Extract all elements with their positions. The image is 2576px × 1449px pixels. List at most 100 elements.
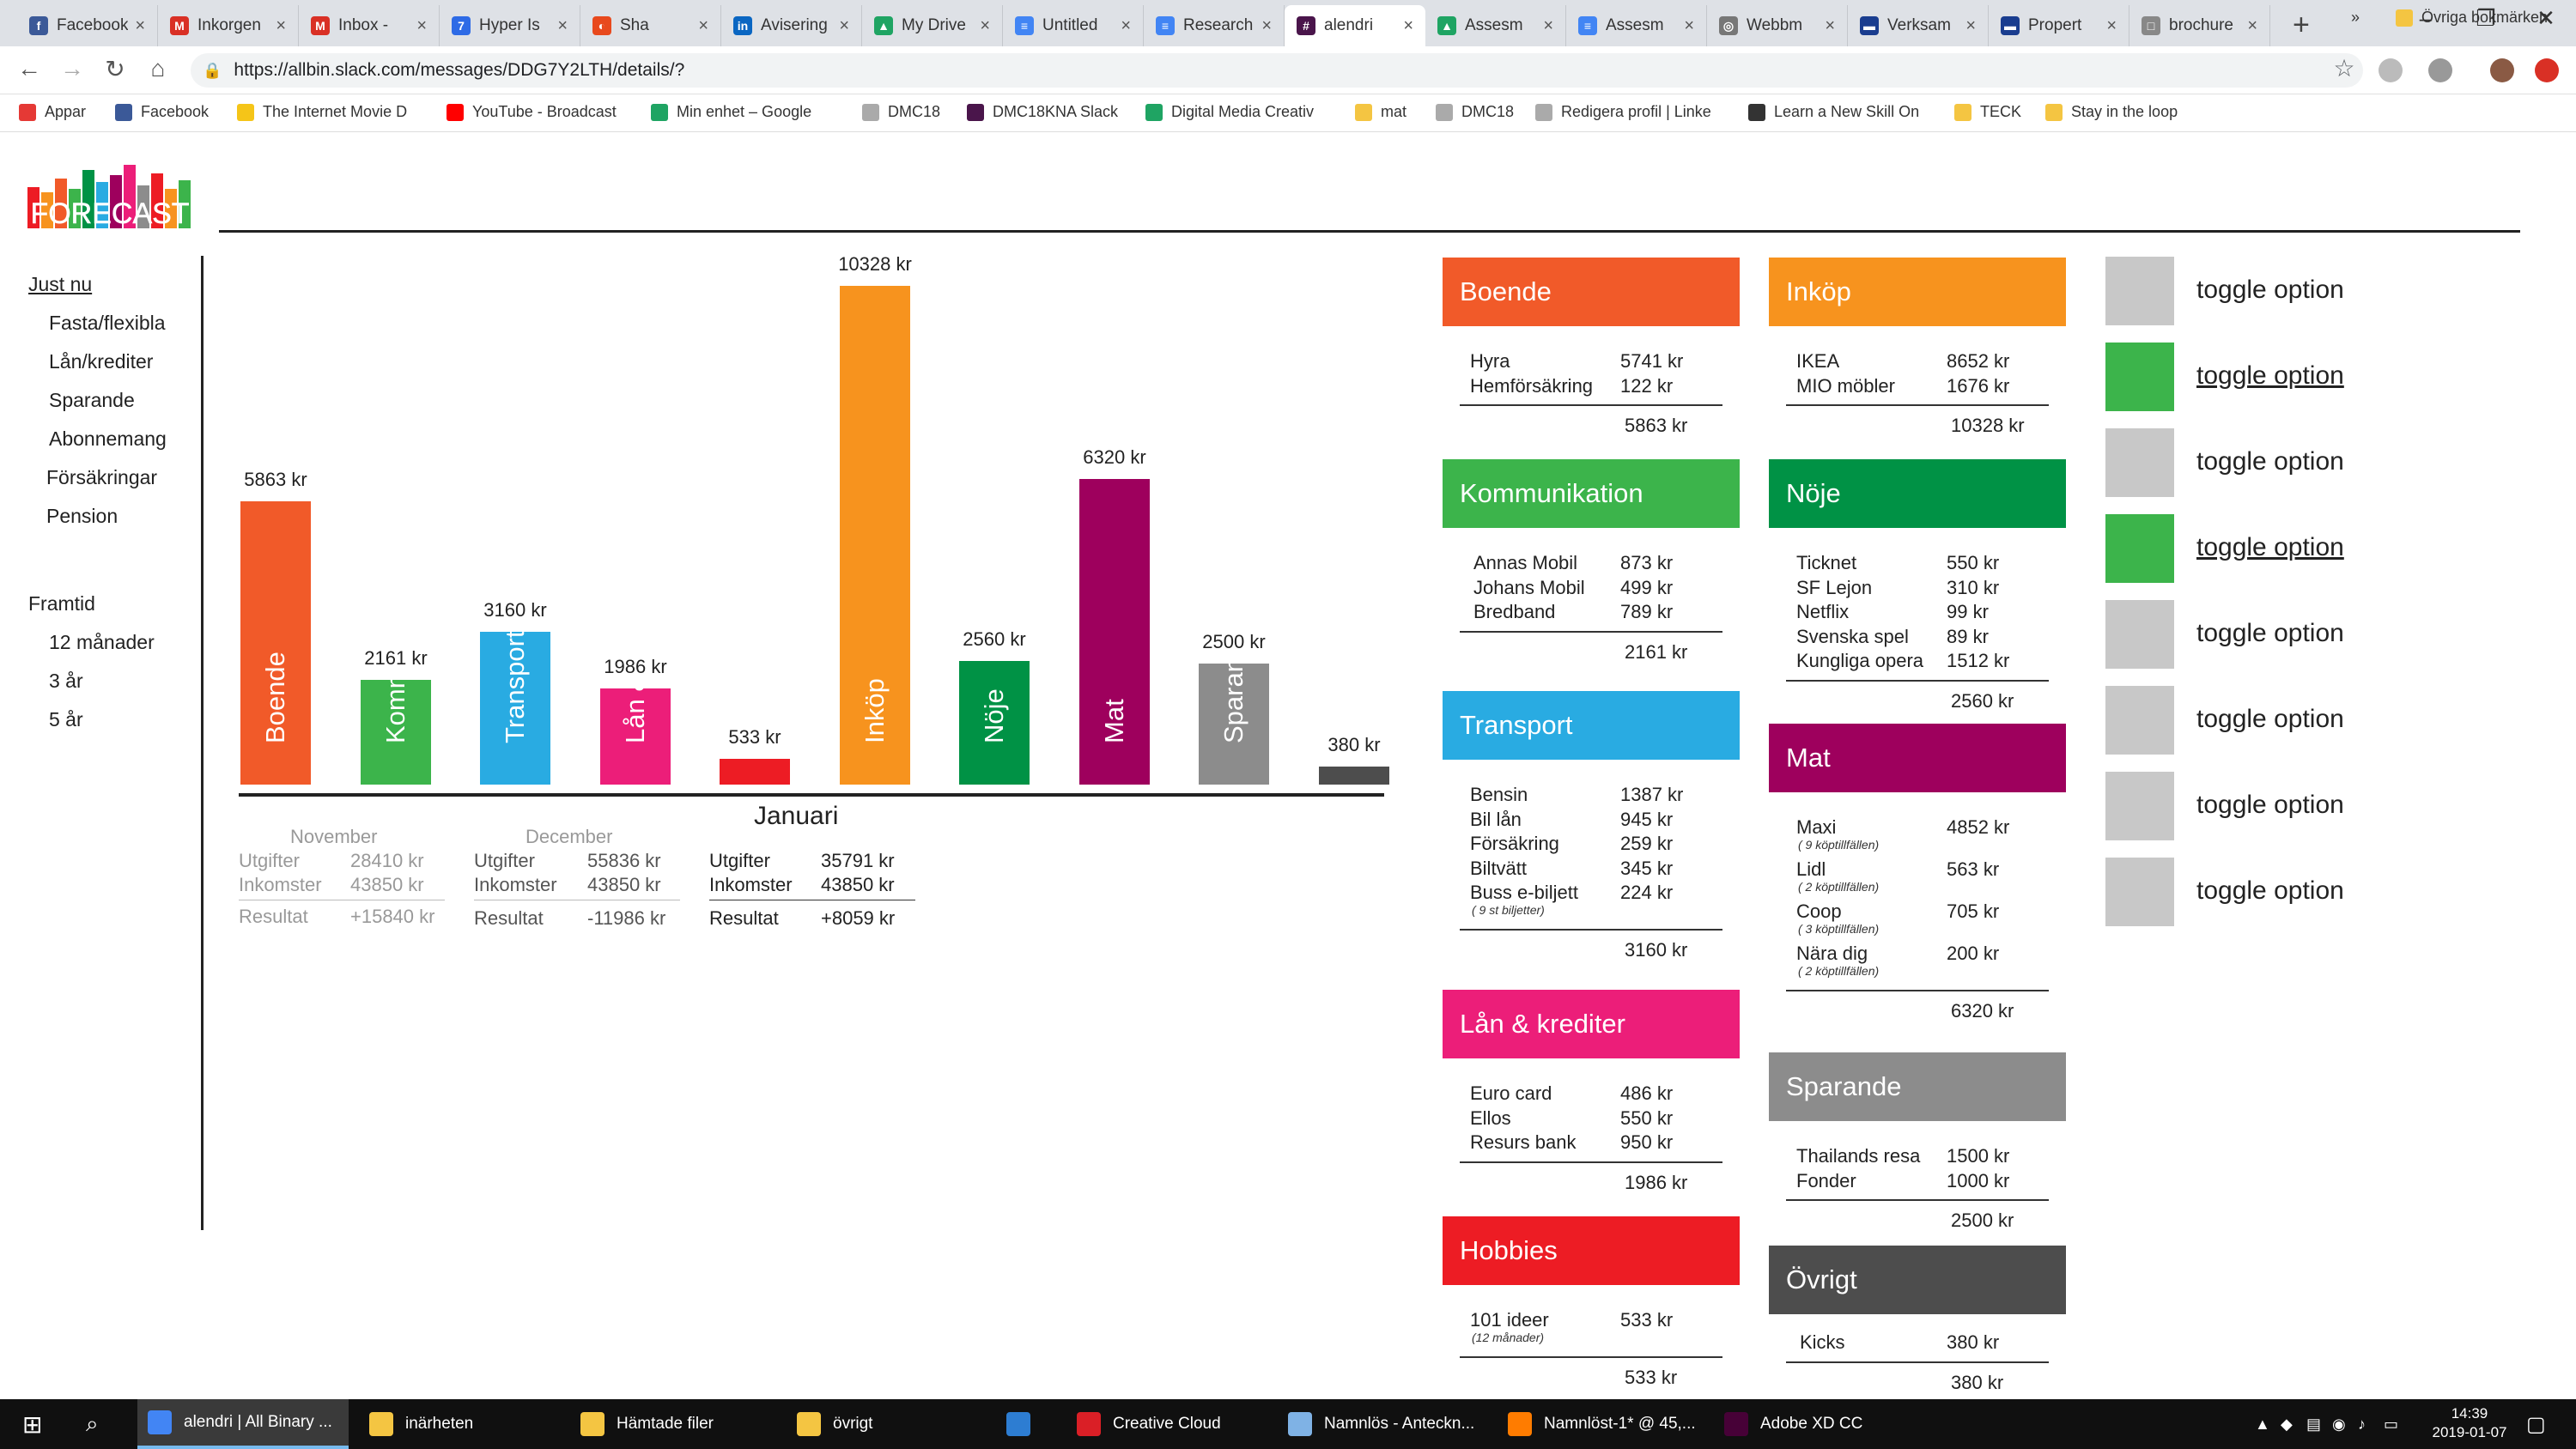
browser-tab[interactable]: M Inbox - × [299, 5, 440, 46]
browser-tab[interactable]: # alendri × [1285, 5, 1425, 46]
card-header-mat[interactable]: Mat [1769, 724, 2066, 792]
profile-avatar[interactable] [2490, 58, 2514, 82]
nav-just-nu[interactable]: Just nu [28, 273, 93, 295]
bookmark-item[interactable]: Redigera profil | Linke [1535, 103, 1711, 121]
toggle-switch[interactable] [2105, 686, 2174, 755]
browser-tab[interactable]: ▲ My Drive × [862, 5, 1003, 46]
address-bar[interactable]: 🔒 https://allbin.slack.com/messages/DDG7… [191, 53, 2363, 88]
tab-close-icon[interactable]: × [135, 15, 145, 35]
forward-icon[interactable]: → [60, 55, 84, 82]
nav-abonnemang[interactable]: Abonnemang [49, 427, 167, 450]
chart-bar-9[interactable]: Övrigt [1319, 672, 1389, 785]
nav-sparande[interactable]: Sparande [49, 389, 135, 411]
bookmark-item[interactable]: YouTube - Broadcast [447, 103, 617, 121]
chart-bar-3[interactable]: Lån & krediter [600, 578, 671, 785]
back-icon[interactable]: ← [17, 55, 41, 82]
bookmark-item[interactable]: Digital Media Creativ [1145, 103, 1314, 121]
tab-close-icon[interactable]: × [557, 15, 568, 35]
toggle-switch[interactable] [2105, 858, 2174, 926]
browser-tab[interactable]: ▲ Assesm × [1425, 5, 1566, 46]
browser-tab[interactable]: 7 Hyper Is × [440, 5, 580, 46]
new-tab-button[interactable]: + [2293, 9, 2310, 41]
toggle-label[interactable]: toggle option [2196, 876, 2344, 905]
taskbar-app[interactable]: alendri | All Binary ... [137, 1399, 349, 1449]
nav-framtid[interactable]: Framtid [28, 592, 95, 615]
tab-close-icon[interactable]: × [698, 15, 708, 35]
other-bookmarks[interactable]: Övriga bokmärken [2396, 9, 2548, 27]
card-header-lan[interactable]: Lån & krediter [1443, 990, 1740, 1058]
browser-tab[interactable]: ≡ Research × [1144, 5, 1285, 46]
bookmark-item[interactable]: Appar [19, 103, 86, 121]
taskbar-app[interactable]: inärheten [359, 1399, 562, 1449]
taskbar-app[interactable]: Namnlös - Anteckn... [1278, 1399, 1487, 1449]
card-header-transport[interactable]: Transport [1443, 691, 1740, 760]
nav-5-ar[interactable]: 5 år [49, 708, 83, 731]
tab-close-icon[interactable]: × [1261, 15, 1272, 35]
chart-bar-6[interactable]: Nöje [959, 661, 1030, 785]
toggle-switch[interactable] [2105, 257, 2174, 325]
taskbar-app[interactable]: övrigt [787, 1399, 986, 1449]
chart-bar-5[interactable]: Inköp [840, 286, 910, 785]
browser-tab[interactable]: ▬ Verksam × [1848, 5, 1989, 46]
tab-close-icon[interactable]: × [1965, 15, 1976, 35]
chart-bar-2[interactable]: Transport [480, 630, 550, 785]
system-tray-icon[interactable]: ▲ [2255, 1415, 2270, 1433]
bookmark-item[interactable]: DMC18 [1436, 103, 1514, 121]
browser-tab[interactable]: in Avisering × [721, 5, 862, 46]
nav-fasta-flexibla[interactable]: Fasta/flexibla [49, 312, 166, 334]
system-tray-icon[interactable]: ▭ [2384, 1415, 2399, 1433]
browser-tab[interactable]: ◎ Webbm × [1707, 5, 1848, 46]
card-header-kommunikation[interactable]: Kommunikation [1443, 459, 1740, 528]
bookmark-item[interactable]: Stay in the loop [2045, 103, 2178, 121]
close-window-icon[interactable]: ✕ [2537, 5, 2555, 31]
nav-3-ar[interactable]: 3 år [49, 670, 83, 692]
minimize-icon[interactable]: – [2419, 5, 2433, 31]
nav-12-manader[interactable]: 12 månader [49, 631, 155, 653]
windows-start-icon[interactable]: ⊞ [22, 1410, 43, 1438]
tab-close-icon[interactable]: × [416, 15, 427, 35]
notifications-icon[interactable]: ▢ [2526, 1412, 2546, 1436]
browser-tab[interactable]: □ brochure × [2129, 5, 2270, 46]
tab-close-icon[interactable]: × [839, 15, 849, 35]
toggle-label[interactable]: toggle option [2196, 705, 2344, 733]
taskbar-app[interactable]: Creative Cloud [1066, 1399, 1269, 1449]
toggle-switch[interactable] [2105, 772, 2174, 840]
taskbar-app[interactable]: Adobe XD CC [1714, 1399, 1917, 1449]
tab-close-icon[interactable]: × [980, 15, 990, 35]
extension-icon[interactable] [2379, 58, 2403, 82]
card-header-sparande[interactable]: Sparande [1769, 1052, 2066, 1121]
home-icon[interactable]: ⌂ [150, 55, 166, 82]
taskbar-app[interactable]: Hämtade filer [570, 1399, 776, 1449]
tab-close-icon[interactable]: × [1543, 15, 1553, 35]
nav-pension[interactable]: Pension [46, 505, 118, 527]
browser-tab[interactable]: ≡ Untitled × [1003, 5, 1144, 46]
system-tray-icon[interactable]: ◉ [2332, 1415, 2346, 1433]
chart-bar-7[interactable]: Mat [1079, 479, 1150, 785]
toggle-switch[interactable] [2105, 600, 2174, 669]
browser-tab[interactable]: ▬ Propert × [1989, 5, 2129, 46]
toggle-label[interactable]: toggle option [2196, 619, 2344, 647]
toggle-label[interactable]: toggle option [2196, 447, 2344, 476]
toggle-label[interactable]: toggle option [2196, 533, 2344, 561]
bookmark-item[interactable]: mat [1355, 103, 1406, 121]
system-tray-icon[interactable]: ◆ [2281, 1415, 2293, 1433]
taskbar-app[interactable] [996, 1399, 1058, 1449]
toggle-label[interactable]: toggle option [2196, 791, 2344, 819]
bookmark-star-icon[interactable]: ☆ [2333, 55, 2355, 82]
search-icon[interactable]: ⌕ [86, 1410, 99, 1436]
taskbar-app[interactable]: Namnlöst-1* @ 45,... [1498, 1399, 1704, 1449]
extension-icon[interactable] [2535, 58, 2559, 82]
system-clock[interactable]: 14:39 2019-01-07 [2418, 1404, 2521, 1442]
tab-close-icon[interactable]: × [1403, 15, 1413, 35]
chart-bar-0[interactable]: Boende [240, 501, 311, 785]
browser-tab[interactable]: ◐ Sha × [580, 5, 721, 46]
chart-bar-1[interactable]: Kommunikation [361, 560, 431, 785]
bookmarks-overflow-icon[interactable]: » [2351, 9, 2360, 26]
tab-close-icon[interactable]: × [1121, 15, 1131, 35]
toggle-switch[interactable] [2105, 428, 2174, 497]
nav-forsakringar[interactable]: Försäkringar [46, 466, 158, 488]
tab-close-icon[interactable]: × [2247, 15, 2257, 35]
card-header-hobbies[interactable]: Hobbies [1443, 1216, 1740, 1285]
chart-bar-4[interactable]: Hobbies [720, 646, 790, 785]
tab-close-icon[interactable]: × [1825, 15, 1835, 35]
